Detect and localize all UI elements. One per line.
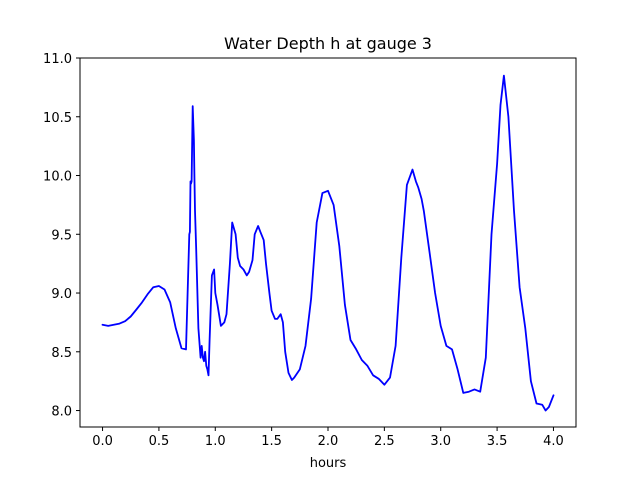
y-tick-label: 11.0 <box>43 52 72 67</box>
x-tick-label: 1.0 <box>205 434 226 449</box>
x-axis-label: hours <box>310 456 347 471</box>
y-tick-label: 10.5 <box>43 111 72 126</box>
x-tick-label: 2.5 <box>374 434 395 449</box>
y-tick-label: 8.5 <box>51 346 72 361</box>
chart-title: Water Depth h at gauge 3 <box>224 34 432 53</box>
x-tick-label: 0.0 <box>92 434 113 449</box>
y-tick-label: 8.0 <box>51 405 72 420</box>
plot-area <box>101 74 555 412</box>
x-tick-label: 3.0 <box>430 434 451 449</box>
y-tick-label: 9.0 <box>51 287 72 302</box>
series-line <box>101 74 555 412</box>
y-tick-label: 9.5 <box>51 228 72 243</box>
x-tick-label: 2.0 <box>318 434 339 449</box>
x-axis: 0.0 0.5 1.0 1.5 2.0 2.5 3.0 3.5 4.0 <box>92 427 564 449</box>
x-tick-label: 4.0 <box>543 434 564 449</box>
x-tick-label: 1.5 <box>261 434 282 449</box>
x-tick-label: 0.5 <box>149 434 170 449</box>
y-tick-label: 10.0 <box>43 170 72 185</box>
x-tick-label: 3.5 <box>487 434 508 449</box>
y-axis: 8.0 8.5 9.0 9.5 10.0 10.5 11.0 <box>43 52 80 420</box>
axes-frame <box>79 57 577 428</box>
